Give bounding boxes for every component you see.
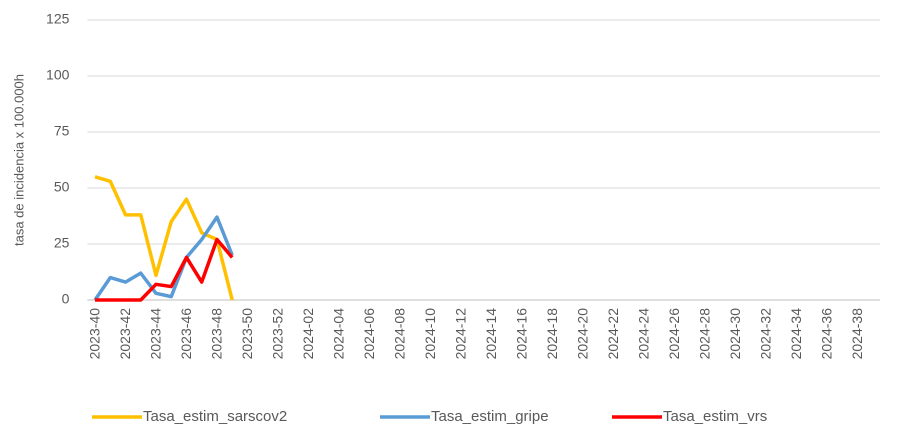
x-tick-label: 2024-32 bbox=[757, 308, 773, 360]
x-tick-label: 2024-38 bbox=[849, 308, 865, 360]
x-tick-label: 2023-52 bbox=[270, 308, 286, 360]
x-tick-label: 2023-42 bbox=[117, 308, 133, 360]
x-tick-label: 2024-30 bbox=[727, 308, 743, 360]
x-tick-label: 2024-20 bbox=[574, 308, 590, 360]
x-tick-label: 2023-40 bbox=[87, 308, 103, 360]
legend-label: Tasa_estim_sarscov2 bbox=[143, 408, 287, 425]
legend-label: Tasa_estim_vrs bbox=[663, 408, 767, 425]
y-tick-label: 25 bbox=[54, 235, 70, 251]
y-axis-label: tasa de incidencia x 100.000h bbox=[11, 74, 26, 246]
x-tick-label: 2024-14 bbox=[483, 308, 499, 360]
x-tick-label: 2024-02 bbox=[300, 308, 316, 360]
legend-label: Tasa_estim_gripe bbox=[431, 408, 549, 425]
y-tick-label: 0 bbox=[62, 291, 70, 307]
x-tick-label: 2024-08 bbox=[392, 308, 408, 360]
series-line bbox=[94, 175, 234, 301]
y-tick-label: 100 bbox=[46, 67, 70, 83]
x-tick-label: 2024-18 bbox=[544, 308, 560, 360]
x-tick-label: 2023-46 bbox=[178, 308, 194, 360]
series-line bbox=[95, 237, 234, 302]
x-tick-label: 2024-22 bbox=[605, 308, 621, 360]
series-line bbox=[93, 215, 234, 301]
x-tick-label: 2023-50 bbox=[239, 308, 255, 360]
x-tick-label: 2023-44 bbox=[148, 308, 164, 360]
x-tick-label: 2024-36 bbox=[818, 308, 834, 360]
y-tick-label: 125 bbox=[46, 11, 70, 27]
x-tick-label: 2024-04 bbox=[331, 308, 347, 360]
x-tick-label: 2024-10 bbox=[422, 308, 438, 360]
x-tick-label: 2024-28 bbox=[696, 308, 712, 360]
x-tick-label: 2024-34 bbox=[788, 308, 804, 360]
x-tick-label: 2024-12 bbox=[453, 308, 469, 360]
y-tick-label: 50 bbox=[54, 179, 70, 195]
x-tick-label: 2024-24 bbox=[635, 308, 651, 360]
y-tick-label: 75 bbox=[54, 123, 70, 139]
x-tick-label: 2024-26 bbox=[666, 308, 682, 360]
x-tick-label: 2024-16 bbox=[514, 308, 530, 360]
x-tick-label: 2024-06 bbox=[361, 308, 377, 360]
x-tick-label: 2023-48 bbox=[209, 308, 225, 360]
